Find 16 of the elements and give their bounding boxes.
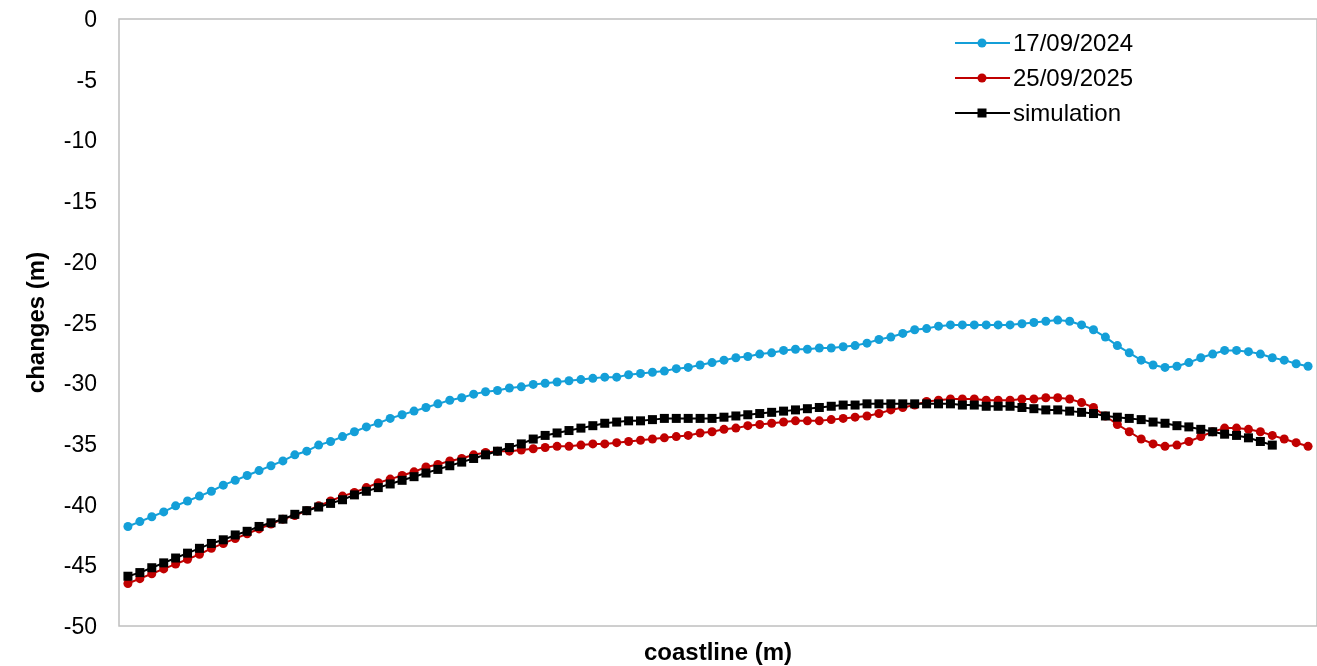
x-axis-title: coastline (m) <box>643 638 793 665</box>
y-tick-label: -10 <box>63 127 97 154</box>
y-tick-label: -25 <box>63 309 97 336</box>
y-tick-label: -40 <box>63 491 97 518</box>
legend-label: simulation <box>1013 99 1122 127</box>
legend-label: 17/09/2024 <box>1013 29 1134 57</box>
y-axis-title: changes (m) <box>22 251 49 394</box>
y-tick-label: -35 <box>63 430 97 457</box>
y-tick-label: -50 <box>63 613 97 640</box>
legend-label: 25/09/2025 <box>1013 64 1134 92</box>
y-tick-label: -15 <box>63 188 97 215</box>
y-tick-label: -45 <box>63 552 97 579</box>
y-tick-label: -5 <box>76 66 97 93</box>
y-tick-label: -20 <box>63 248 97 275</box>
y-tick-label: 0 <box>84 6 97 33</box>
y-tick-label: -30 <box>63 370 97 397</box>
